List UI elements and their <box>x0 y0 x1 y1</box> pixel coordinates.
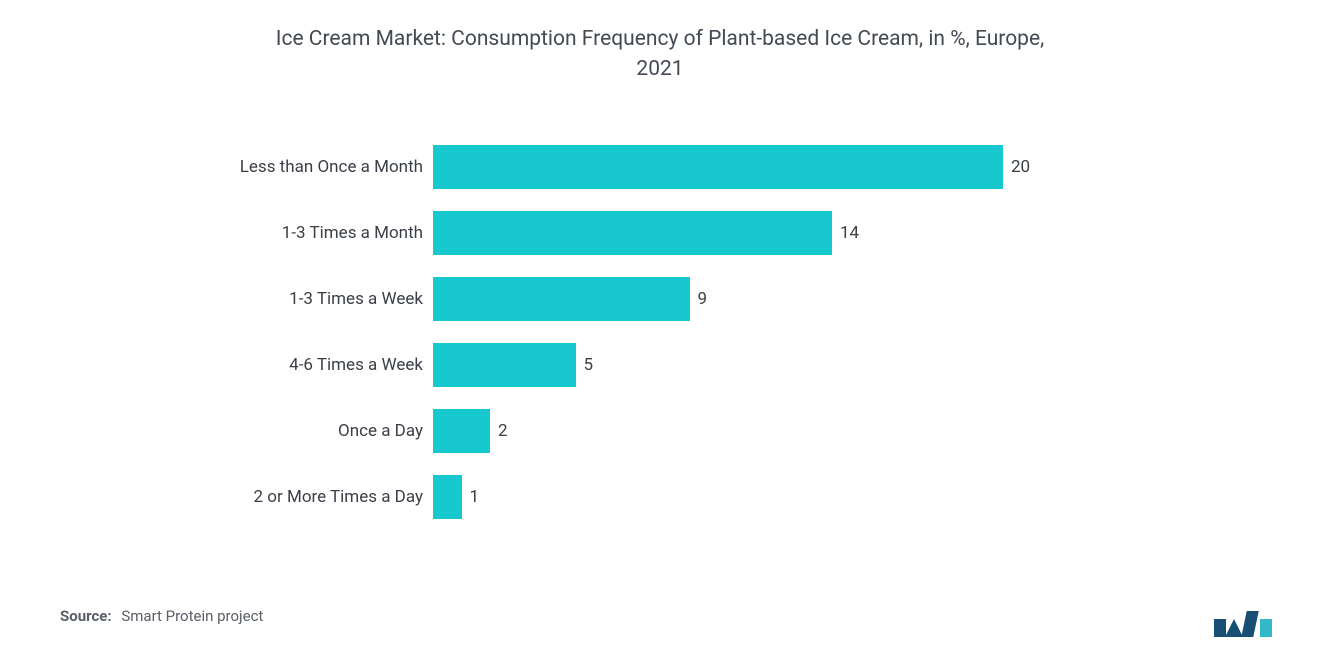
category-label: 4-6 Times a Week <box>88 355 433 375</box>
bar <box>433 211 832 255</box>
logo-shape <box>1260 619 1272 637</box>
bar-row: 1-3 Times a Week 9 <box>88 277 1212 321</box>
bar <box>433 145 1003 189</box>
category-label: 2 or More Times a Day <box>88 487 433 507</box>
bar-chart: Less than Once a Month 20 1-3 Times a Mo… <box>48 145 1272 519</box>
bar-wrap: 14 <box>433 211 1212 255</box>
bar-row: Less than Once a Month 20 <box>88 145 1212 189</box>
bar-row: 4-6 Times a Week 5 <box>88 343 1212 387</box>
source-label: Source: <box>60 607 112 625</box>
bar <box>433 409 490 453</box>
bar <box>433 277 690 321</box>
bar-row: Once a Day 2 <box>88 409 1212 453</box>
chart-title-line1: Ice Cream Market: Consumption Frequency … <box>276 27 1045 51</box>
bar-wrap: 1 <box>433 475 1212 519</box>
bar <box>433 475 462 519</box>
brand-logo <box>1214 611 1272 637</box>
value-label: 2 <box>490 421 508 441</box>
source-text: Smart Protein project <box>121 607 263 625</box>
category-label: 1-3 Times a Month <box>88 223 433 243</box>
category-label: Once a Day <box>88 421 433 441</box>
bar-wrap: 20 <box>433 145 1212 189</box>
bar-wrap: 5 <box>433 343 1212 387</box>
bar-wrap: 2 <box>433 409 1212 453</box>
value-label: 14 <box>832 223 859 243</box>
bar-wrap: 9 <box>433 277 1212 321</box>
chart-title: Ice Cream Market: Consumption Frequency … <box>110 24 1210 85</box>
category-label: 1-3 Times a Week <box>88 289 433 309</box>
value-label: 9 <box>690 289 708 309</box>
value-label: 20 <box>1003 157 1030 177</box>
bar-row: 2 or More Times a Day 1 <box>88 475 1212 519</box>
value-label: 1 <box>462 487 480 507</box>
bar <box>433 343 576 387</box>
source-line: Source: Smart Protein project <box>60 607 263 625</box>
chart-container: Ice Cream Market: Consumption Frequency … <box>0 0 1320 665</box>
chart-title-line2: 2021 <box>636 57 683 81</box>
value-label: 5 <box>576 355 594 375</box>
category-label: Less than Once a Month <box>88 157 433 177</box>
logo-shape <box>1241 611 1259 637</box>
logo-shape <box>1225 619 1243 637</box>
bar-row: 1-3 Times a Month 14 <box>88 211 1212 255</box>
